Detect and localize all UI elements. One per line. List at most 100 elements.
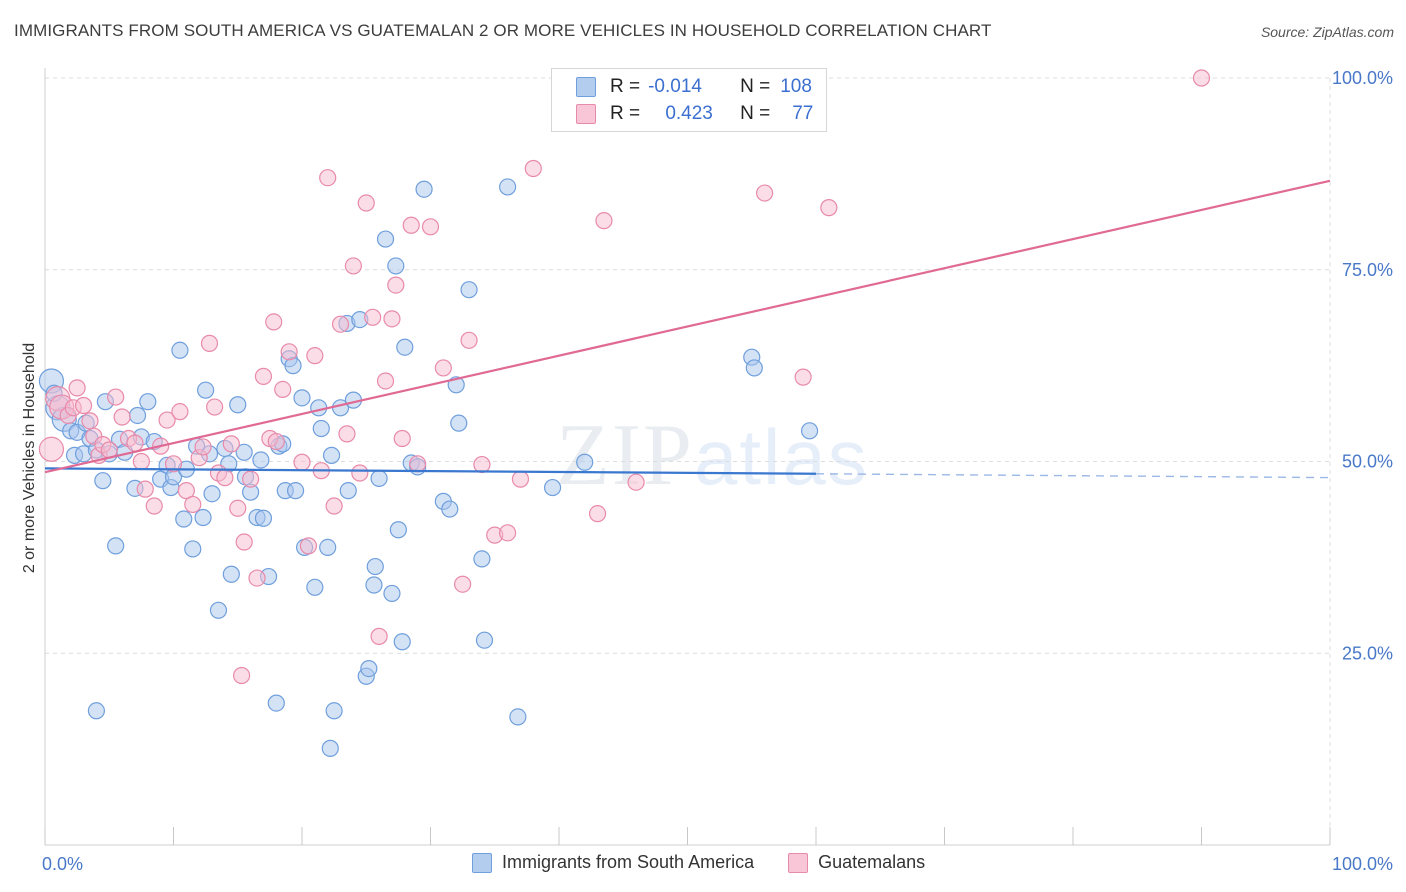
immigrants-point: [365, 576, 383, 594]
immigrants-point: [222, 565, 240, 583]
watermark-atlas: atlas: [694, 413, 869, 501]
legend-label-guatemalans: Guatemalans: [818, 852, 926, 872]
tick-labels: 25.0% 50.0% 75.0% 100.0% 0.0% 100.0%: [42, 68, 1393, 874]
immigrants-point: [293, 389, 311, 407]
guatemalans-point: [588, 505, 607, 523]
guatemalans-point: [1192, 69, 1211, 87]
guatemalans-point: [299, 537, 318, 555]
guatemalans-point: [524, 159, 542, 178]
legend-swatch-pink: [576, 104, 596, 124]
legend-label-immigrants: Immigrants from South America: [502, 852, 755, 872]
guatemalans-point: [158, 411, 176, 429]
guatemalans-point: [319, 169, 337, 187]
guatemalans-point: [755, 184, 774, 202]
guatemalans-point: [132, 452, 150, 471]
immigrants-point: [383, 584, 401, 603]
immigrants-point: [339, 482, 357, 500]
legend-row-blue: R = -0.014 N = 108: [576, 75, 812, 99]
guatemalans-point: [81, 412, 99, 430]
guatemalans-point: [434, 359, 452, 377]
immigrants-point: [184, 540, 202, 558]
legend-r-value-blue: -0.014: [648, 76, 702, 97]
immigrants-point: [325, 702, 343, 720]
legend-item-guatemalans: Guatemalans: [788, 852, 925, 873]
guatemalans-point: [107, 388, 125, 406]
guatemalans-point: [233, 666, 251, 685]
immigrants-point: [441, 500, 459, 518]
guatemalans-point: [364, 308, 382, 326]
legend-item-immigrants: Immigrants from South America: [472, 852, 754, 873]
guatemalans-point: [229, 499, 247, 517]
guatemalans-point: [267, 432, 285, 451]
guatemalans-point: [460, 331, 478, 349]
guatemalans-point: [254, 367, 273, 385]
guatemalans-point: [184, 495, 202, 514]
immigrants-point: [543, 478, 562, 497]
legend-swatch-blue: [576, 77, 596, 97]
legend-swatch-immigrants: [472, 852, 492, 873]
y-tick-label: 25.0%: [1342, 643, 1393, 663]
source-credit: Source: ZipAtlas.com: [1260, 24, 1394, 40]
guatemalans-point: [331, 315, 350, 333]
guatemalans-point: [38, 436, 65, 462]
correlation-legend: R = -0.014 N = 108 R = 0.423 N = 77: [551, 68, 827, 132]
guatemalans-point: [194, 438, 212, 456]
guatemalans-point: [351, 464, 369, 482]
immigrants-point: [235, 443, 253, 461]
y-tick-label: 100.0%: [1332, 68, 1393, 88]
guatemalans-point: [242, 470, 260, 488]
guatemalans-point: [126, 434, 144, 452]
immigrants-point: [254, 509, 273, 527]
immigrants-point: [389, 521, 407, 539]
guatemalans-point: [370, 627, 388, 645]
immigrants-point: [312, 419, 330, 438]
immigrants-point: [376, 230, 395, 248]
guatemalans-point: [248, 569, 266, 587]
legend-row-pink: R = 0.423 N = 77: [576, 102, 813, 126]
guatemalans-point: [595, 212, 613, 230]
guatemalans-point: [265, 313, 283, 331]
immigrants-point: [286, 482, 305, 500]
guatemalans-point: [280, 343, 298, 361]
guatemalans-trend-line: [44, 179, 1331, 474]
guatemalans-point: [357, 194, 375, 212]
guatemalans-point: [338, 425, 356, 443]
immigrants-point: [576, 453, 594, 471]
immigrants-point: [450, 414, 468, 432]
immigrants-point: [321, 739, 339, 757]
y-tick-label: 50.0%: [1342, 452, 1393, 472]
guatemalans-point: [164, 455, 183, 473]
guatemalans-point: [274, 380, 292, 399]
guatemalans-point: [511, 470, 530, 488]
guatemalans-point: [421, 218, 440, 236]
immigrants-point: [94, 472, 112, 490]
immigrants-point: [128, 406, 147, 425]
immigrants-trend-extension: [815, 473, 1331, 479]
immigrants-point: [322, 446, 341, 464]
immigrants-point: [499, 178, 517, 196]
immigrants-point: [267, 694, 285, 712]
immigrants-point: [209, 601, 228, 619]
guatemalans-point: [794, 368, 812, 386]
immigrants-point: [306, 578, 324, 596]
immigrants-point: [473, 550, 491, 568]
legend-n-label: N =: [740, 103, 771, 124]
immigrants-point: [475, 631, 494, 649]
guatemalans-point: [68, 379, 86, 397]
immigrants-point: [370, 469, 388, 487]
guatemalans-point: [222, 435, 240, 453]
immigrants-point: [387, 257, 405, 275]
immigrants-point: [360, 659, 378, 678]
immigrants-point: [252, 451, 270, 469]
guatemalans-point: [325, 497, 343, 515]
series-guatemalans-points: [38, 69, 1211, 685]
guatemalans-point: [74, 396, 93, 415]
legend-swatch-guatemalans: [788, 852, 809, 873]
zipatlas-watermark: ZIPatlas: [556, 405, 869, 506]
guatemalans-point: [473, 455, 491, 474]
immigrants-point: [175, 510, 193, 528]
guatemalans-point: [393, 429, 411, 448]
immigrants-point: [509, 708, 527, 726]
immigrants-point: [396, 338, 414, 356]
immigrants-point: [139, 393, 157, 411]
